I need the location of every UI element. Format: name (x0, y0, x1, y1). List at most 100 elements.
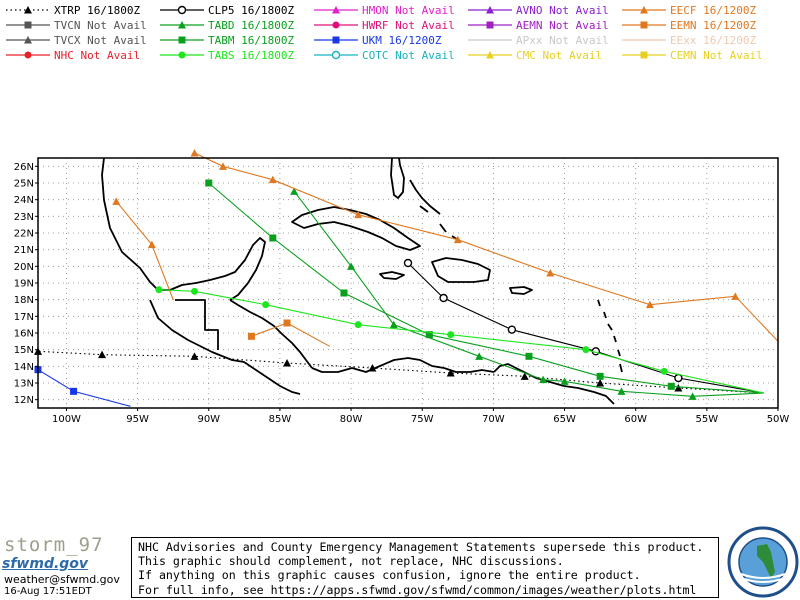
track-tabm (205, 179, 764, 394)
track-point (688, 392, 697, 400)
legend-marker (331, 50, 341, 60)
lat-tick-label: 13N (14, 379, 34, 390)
legend-label: CLP5 16/1800Z (208, 4, 294, 17)
track-point (667, 382, 675, 390)
track-point (354, 210, 363, 219)
coastlines (101, 157, 623, 405)
track-point (205, 179, 213, 187)
legend-label: TVCX Not Avail (54, 34, 147, 47)
bahamas (409, 179, 459, 241)
central-america-pacific (149, 299, 301, 395)
track-point (155, 286, 163, 294)
legend-label: EExx 16/1200Z (670, 34, 756, 47)
florida-coast (390, 157, 405, 199)
legend-item: EEMN 16/1200Z (622, 19, 756, 32)
track-point (403, 258, 413, 268)
track-point (674, 373, 683, 383)
legend-label: TABS 16/1800Z (208, 49, 294, 62)
lon-tick-label: 75W (411, 414, 434, 425)
legend-item: NHC Not Avail (6, 49, 140, 62)
track-point (70, 387, 78, 395)
sfwmd-seal-logo (727, 526, 799, 598)
lat-tick-label: 12N (14, 395, 34, 406)
track-point (290, 187, 299, 195)
lesser-antilles (597, 299, 623, 373)
legend-label: HMON Not Avail (362, 4, 455, 17)
track-point (389, 320, 398, 329)
track-line (158, 289, 764, 394)
lon-tick-label: 90W (197, 414, 220, 425)
lat-tick-label: 18N (14, 295, 34, 306)
lon-tick-label: 100W (52, 414, 81, 425)
track-point (247, 332, 255, 340)
legend-label: CMC Not Avail (516, 49, 602, 62)
legend-marker (178, 51, 186, 59)
legend-label: NHC Not Avail (54, 49, 140, 62)
legend-item: APxx Not Avail (468, 34, 609, 47)
lat-tick-label: 25N (14, 179, 34, 190)
lat-tick-label: 26N (14, 162, 34, 173)
lon-tick-label: 95W (126, 414, 149, 425)
legend-label: AVNO Not Avail (516, 4, 609, 17)
legend-item: XTRP 16/1800Z (6, 4, 140, 17)
disclaimer-line[interactable]: For full info, see https://apps.sfwmd.go… (138, 582, 697, 597)
legend-label: TVCN Not Avail (54, 19, 147, 32)
legend-marker (24, 6, 32, 14)
track-point (354, 321, 362, 329)
legend-item: AVNO Not Avail (468, 4, 609, 17)
central-america-coast (229, 299, 313, 369)
track-point (731, 292, 740, 300)
legend-label: UKM 16/1200Z (362, 34, 442, 47)
track-point (582, 346, 590, 354)
track-point (475, 352, 484, 360)
legend-marker (332, 36, 340, 44)
legend-marker (178, 21, 186, 29)
track-point (546, 269, 555, 277)
track-point (660, 367, 668, 375)
track-point (525, 352, 533, 360)
lon-tick-label: 65W (553, 414, 576, 425)
track-point (596, 379, 605, 387)
legend-label: EECF 16/1200Z (670, 4, 756, 17)
legend-item: EECF 16/1200Z (622, 4, 756, 17)
track-point (368, 364, 377, 372)
timestamp: 16-Aug 17:51EDT (4, 586, 92, 597)
legend-label: HWRF Not Avail (362, 19, 455, 32)
track-eemn (247, 319, 330, 347)
hispaniola (431, 257, 491, 283)
lat-tick-label: 20N (14, 262, 34, 273)
disclaimer-line: If anything on this graphic causes confu… (138, 568, 641, 583)
puerto-rico (509, 286, 533, 295)
track-point (283, 359, 292, 367)
track-line (407, 262, 764, 394)
lat-tick-label: 16N (14, 329, 34, 340)
legend-item: EExx 16/1200Z (622, 34, 756, 47)
track-point (617, 387, 626, 395)
track-line (37, 350, 764, 394)
legend-label: TABD 16/1800Z (208, 19, 294, 32)
site-logo[interactable]: sfwmd.gov (2, 556, 89, 572)
legend-item: TABD 16/1800Z (160, 19, 294, 32)
legend-marker (24, 21, 32, 29)
track-point (560, 377, 569, 385)
lon-tick-label: 50W (767, 414, 790, 425)
lon-tick-label: 55W (696, 414, 719, 425)
track-eecf-west (112, 197, 174, 300)
legend-item: COTC Not Avail (314, 49, 455, 62)
legend-marker (332, 6, 340, 14)
track-point (147, 240, 156, 249)
legend-label: COTC Not Avail (362, 49, 455, 62)
disclaimer-line: This graphic should complement, not repl… (138, 554, 564, 569)
legend-marker (177, 5, 187, 15)
lat-tick-label: 15N (14, 345, 34, 356)
track-point (191, 287, 199, 295)
guatemala-border (175, 299, 219, 350)
track-point (268, 175, 277, 184)
contact-email[interactable]: weather@sfwmd.gov (4, 573, 120, 586)
legend-label: XTRP 16/1800Z (54, 4, 140, 17)
lat-tick-label: 14N (14, 362, 34, 373)
legend-item: TABS 16/1800Z (160, 49, 294, 62)
legend-marker (640, 21, 648, 29)
legend-item: UKM 16/1200Z (314, 34, 442, 47)
lon-tick-label: 70W (482, 414, 505, 425)
